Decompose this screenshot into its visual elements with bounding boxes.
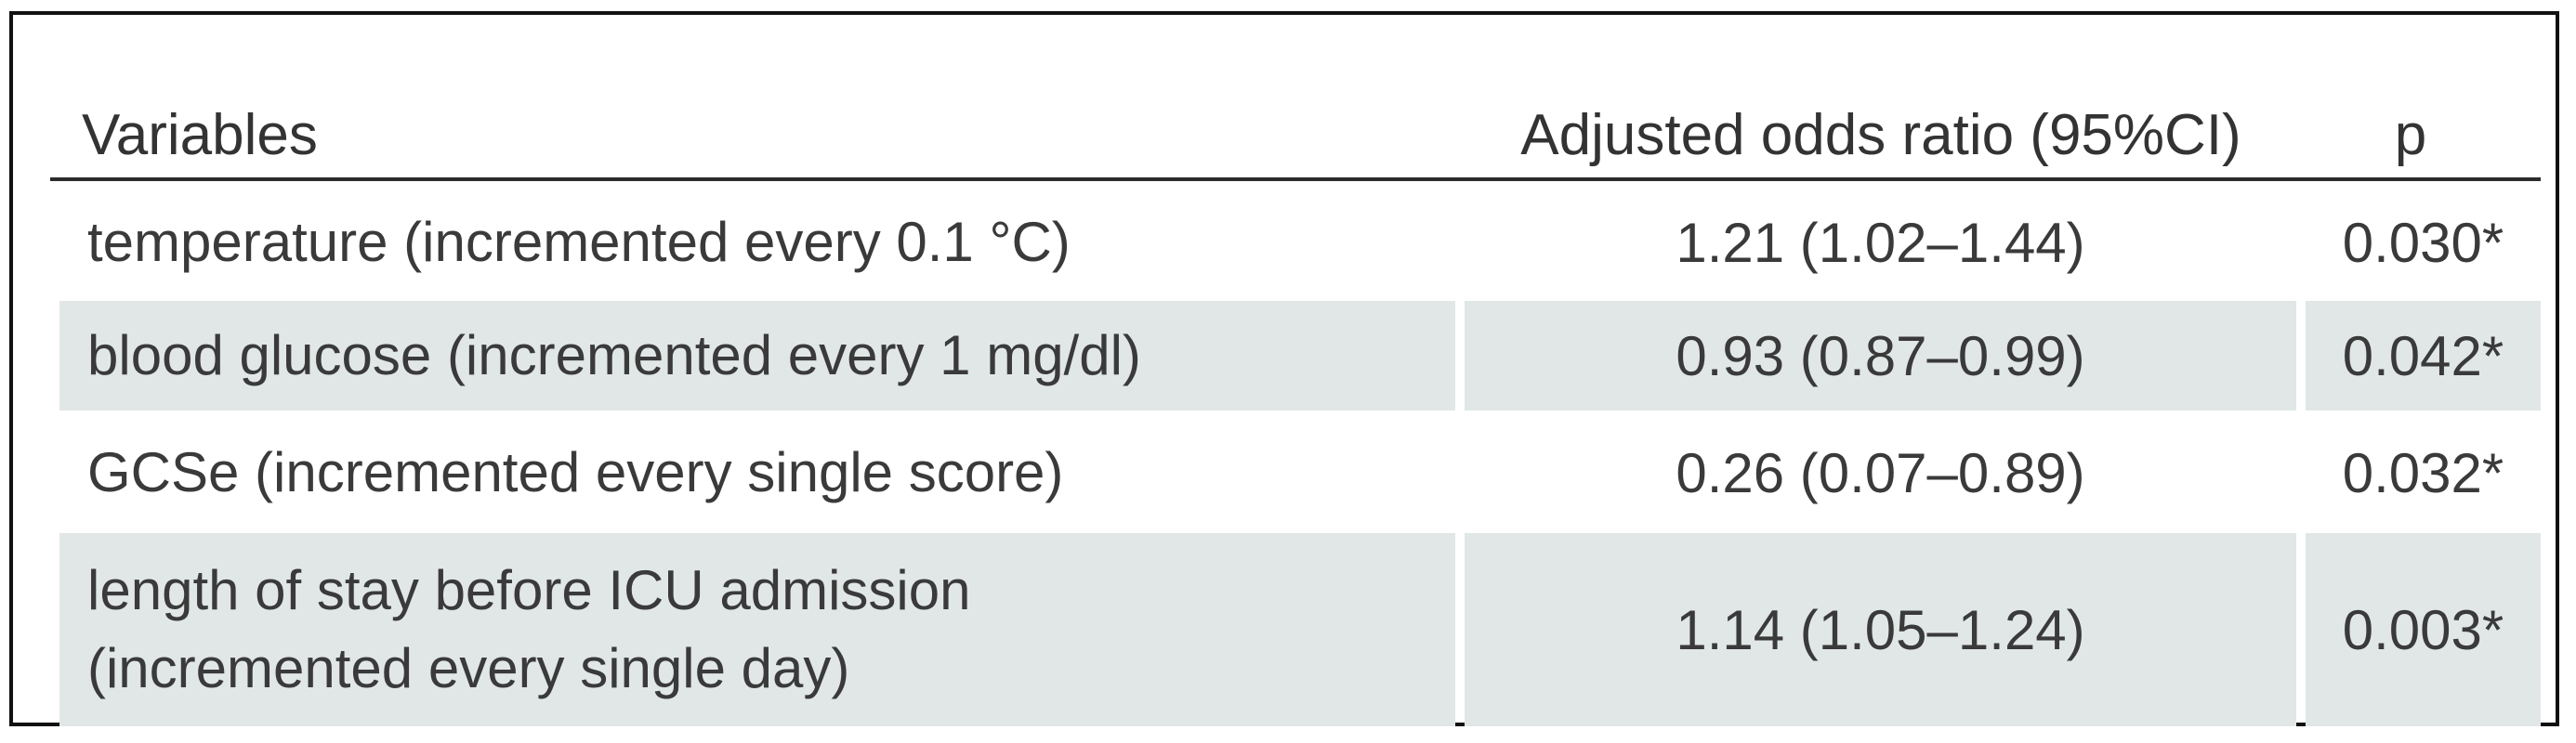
variable-cell: GCSe (incremented every single score): [59, 418, 1455, 528]
variable-label: GCSe (incremented every single score): [87, 441, 1064, 503]
table-row: blood glucose (incremented every 1 mg/dl…: [50, 301, 2541, 411]
variable-cell: length of stay before ICU admission (inc…: [59, 533, 1455, 726]
p-value-cell: 0.032*: [2342, 441, 2504, 504]
results-table: Variables Adjusted odds ratio (95%CI) p …: [50, 80, 2541, 726]
p-value-cell: 0.030*: [2342, 211, 2504, 274]
header-p: p: [2394, 103, 2427, 167]
table-row: length of stay before ICU admission (inc…: [50, 533, 2541, 726]
variable-label: temperature (incremented every 0.1 °C): [87, 211, 1071, 273]
odds-ratio-cell: 0.93 (0.87–0.99): [1465, 301, 2296, 411]
variable-label: blood glucose (incremented every 1 mg/dl…: [87, 324, 1141, 386]
variable-label-block: length of stay before ICU admission (inc…: [87, 552, 970, 708]
table-frame: Variables Adjusted odds ratio (95%CI) p …: [9, 11, 2559, 726]
table-row: GCSe (incremented every single score) 0.…: [50, 418, 2541, 528]
odds-ratio-cell: 0.26 (0.07–0.89): [1676, 441, 2085, 504]
p-value-cell: 0.042*: [2306, 301, 2541, 411]
variable-label-line: length of stay before ICU admission: [87, 559, 971, 621]
table-header: Variables Adjusted odds ratio (95%CI) p: [50, 80, 2541, 181]
variable-cell: temperature (incremented every 0.1 °C): [59, 189, 1455, 296]
variable-label-line: (incremented every single day): [87, 637, 850, 699]
p-value-cell: 0.003*: [2306, 533, 2541, 726]
header-variables: Variables: [82, 103, 318, 167]
odds-ratio-cell: 1.14 (1.05–1.24): [1465, 533, 2296, 726]
header-odds-ratio: Adjusted odds ratio (95%CI): [1520, 103, 2241, 167]
table-row: temperature (incremented every 0.1 °C) 1…: [50, 189, 2541, 296]
odds-ratio-cell: 1.21 (1.02–1.44): [1676, 211, 2085, 274]
variable-cell: blood glucose (incremented every 1 mg/dl…: [59, 301, 1455, 411]
